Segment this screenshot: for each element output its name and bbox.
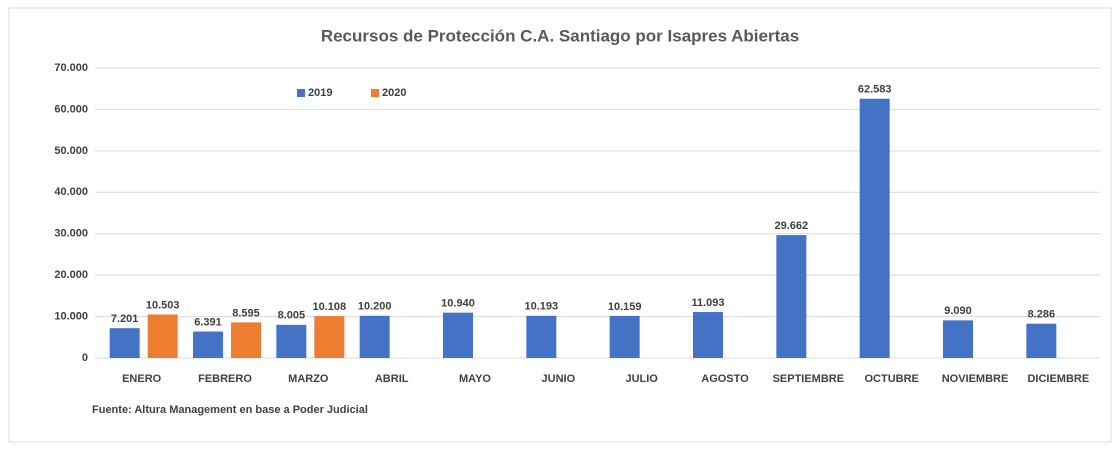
x-tick-label: SEPTIEMBRE [773, 373, 845, 385]
bar [109, 328, 140, 358]
bar [443, 312, 473, 358]
y-tick-label: 20.000 [54, 269, 88, 281]
legend-label: 2020 [382, 87, 406, 99]
source-note: Fuente: Altura Management en base a Pode… [92, 404, 368, 416]
value-label: 10.503 [146, 299, 180, 311]
x-tick-label: FEBRERO [198, 373, 252, 385]
bar [193, 331, 223, 358]
value-label: 10.108 [313, 301, 347, 313]
bar [859, 98, 890, 358]
value-label: 29.662 [775, 220, 809, 232]
legend-label: 2019 [308, 87, 332, 99]
bar [359, 315, 390, 358]
value-label: 10.940 [441, 298, 475, 310]
value-label: 10.159 [608, 301, 642, 313]
value-label: 9.090 [944, 305, 972, 317]
bar [693, 312, 723, 358]
bar [231, 322, 261, 358]
x-tick-label: AGOSTO [701, 373, 749, 385]
bar [314, 316, 345, 358]
y-tick-label: 30.000 [54, 228, 88, 240]
y-tick-label: 10.000 [54, 310, 88, 322]
value-label: 8.595 [232, 307, 260, 319]
x-tick-label: MAYO [459, 373, 491, 385]
x-tick-label: MARZO [288, 373, 329, 385]
bar [1026, 323, 1057, 358]
value-label: 7.201 [111, 313, 139, 325]
value-label: 10.200 [358, 301, 392, 313]
bar [943, 320, 973, 358]
y-tick-label: 50.000 [54, 145, 88, 157]
chart-title: Recursos de Protección C.A. Santiago por… [321, 26, 799, 45]
value-label: 8.005 [278, 310, 306, 322]
bar [276, 324, 307, 358]
x-tick-label: DICIEMBRE [1027, 373, 1089, 385]
x-tick-label: ABRIL [375, 373, 409, 385]
bar [609, 315, 640, 358]
x-tick-label: ENERO [122, 373, 162, 385]
legend-swatch [297, 89, 305, 97]
x-tick-label: OCTUBRE [864, 373, 918, 385]
value-label: 11.093 [691, 297, 724, 309]
bar [776, 235, 807, 358]
value-label: 62.583 [858, 84, 892, 96]
y-tick-label: 70.000 [54, 62, 88, 74]
y-tick-label: 0 [82, 352, 88, 364]
x-tick-label: JULIO [625, 373, 658, 385]
y-tick-label: 60.000 [54, 103, 88, 115]
chart-border [8, 7, 1112, 443]
bar [526, 315, 557, 358]
value-label: 6.391 [194, 316, 222, 328]
x-tick-label: JUNIO [542, 373, 576, 385]
value-label: 8.286 [1028, 309, 1056, 321]
y-tick-label: 40.000 [54, 186, 88, 198]
legend-swatch [371, 89, 379, 97]
x-tick-label: NOVIEMBRE [942, 373, 1009, 385]
value-label: 10.193 [525, 301, 559, 313]
bar [147, 314, 178, 358]
